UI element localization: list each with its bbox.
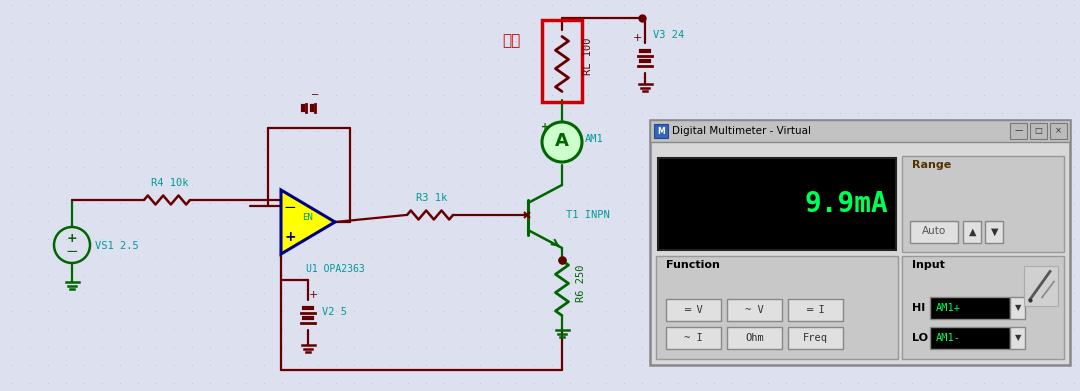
Text: V2 5: V2 5	[322, 307, 347, 317]
Text: Range: Range	[913, 160, 951, 170]
Bar	[788, 327, 843, 349]
Text: +: +	[284, 230, 296, 244]
Bar	[788, 299, 843, 321]
Text: AM1-: AM1-	[935, 333, 960, 343]
Text: 9.9mA: 9.9mA	[805, 190, 889, 218]
Text: Input: Input	[913, 260, 945, 269]
Text: +: +	[633, 33, 643, 43]
Bar	[1011, 297, 1025, 319]
Text: AM1+: AM1+	[935, 303, 960, 313]
Text: VS1 2.5: VS1 2.5	[95, 241, 138, 251]
Text: R4 10k: R4 10k	[151, 178, 189, 188]
Text: ▼: ▼	[990, 226, 998, 237]
Text: ═ I: ═ I	[806, 305, 825, 315]
FancyBboxPatch shape	[656, 255, 899, 359]
Text: 负载: 负载	[502, 33, 521, 48]
Bar	[1024, 265, 1058, 305]
Text: —: —	[1014, 127, 1023, 136]
Text: +: +	[67, 233, 78, 246]
Text: ▼: ▼	[1014, 334, 1022, 343]
Text: ═ V: ═ V	[684, 305, 703, 315]
Text: LO: LO	[913, 333, 929, 343]
Text: A: A	[555, 132, 569, 150]
Text: Function: Function	[666, 260, 720, 269]
Bar	[654, 124, 669, 138]
Text: −: −	[311, 90, 319, 100]
Bar	[727, 299, 782, 321]
Text: −: −	[284, 199, 296, 215]
Bar	[1050, 123, 1067, 139]
Text: R3 1k: R3 1k	[416, 193, 447, 203]
Bar	[666, 299, 721, 321]
Text: M: M	[657, 127, 665, 136]
FancyBboxPatch shape	[903, 255, 1064, 359]
Text: EN: EN	[302, 213, 313, 222]
Bar	[727, 327, 782, 349]
Text: U1 OPA2363: U1 OPA2363	[306, 264, 365, 274]
Bar	[658, 158, 896, 249]
Text: −: −	[66, 244, 79, 258]
Text: ▼: ▼	[1014, 303, 1022, 312]
Text: ~ V: ~ V	[745, 305, 764, 315]
Polygon shape	[281, 190, 335, 254]
Text: R6 250: R6 250	[576, 264, 586, 302]
Text: T1 INPN: T1 INPN	[566, 210, 610, 220]
Text: AM1: AM1	[585, 134, 604, 144]
Text: Auto: Auto	[922, 226, 946, 237]
Bar	[650, 120, 1070, 142]
Text: +: +	[541, 122, 549, 132]
Bar	[985, 221, 1003, 242]
Bar	[910, 221, 958, 242]
Text: HI: HI	[913, 303, 926, 313]
Text: ~ I: ~ I	[684, 333, 703, 343]
Bar	[930, 297, 1011, 319]
Text: V3 24: V3 24	[653, 30, 685, 40]
FancyBboxPatch shape	[903, 156, 1064, 251]
Bar	[930, 327, 1011, 349]
Text: ▲: ▲	[969, 226, 976, 237]
Text: Digital Multimeter - Virtual: Digital Multimeter - Virtual	[672, 126, 811, 136]
Text: RL 100: RL 100	[583, 37, 593, 75]
Text: □: □	[1035, 127, 1042, 136]
Bar	[963, 221, 982, 242]
Text: Freq: Freq	[804, 333, 828, 343]
Text: Ohm: Ohm	[745, 333, 764, 343]
FancyBboxPatch shape	[650, 120, 1070, 365]
Circle shape	[542, 122, 582, 162]
Bar	[1030, 123, 1047, 139]
Text: +: +	[309, 290, 319, 300]
Bar	[1010, 123, 1027, 139]
Bar	[666, 327, 721, 349]
Bar	[1011, 327, 1025, 349]
Text: ×: ×	[1055, 127, 1062, 136]
